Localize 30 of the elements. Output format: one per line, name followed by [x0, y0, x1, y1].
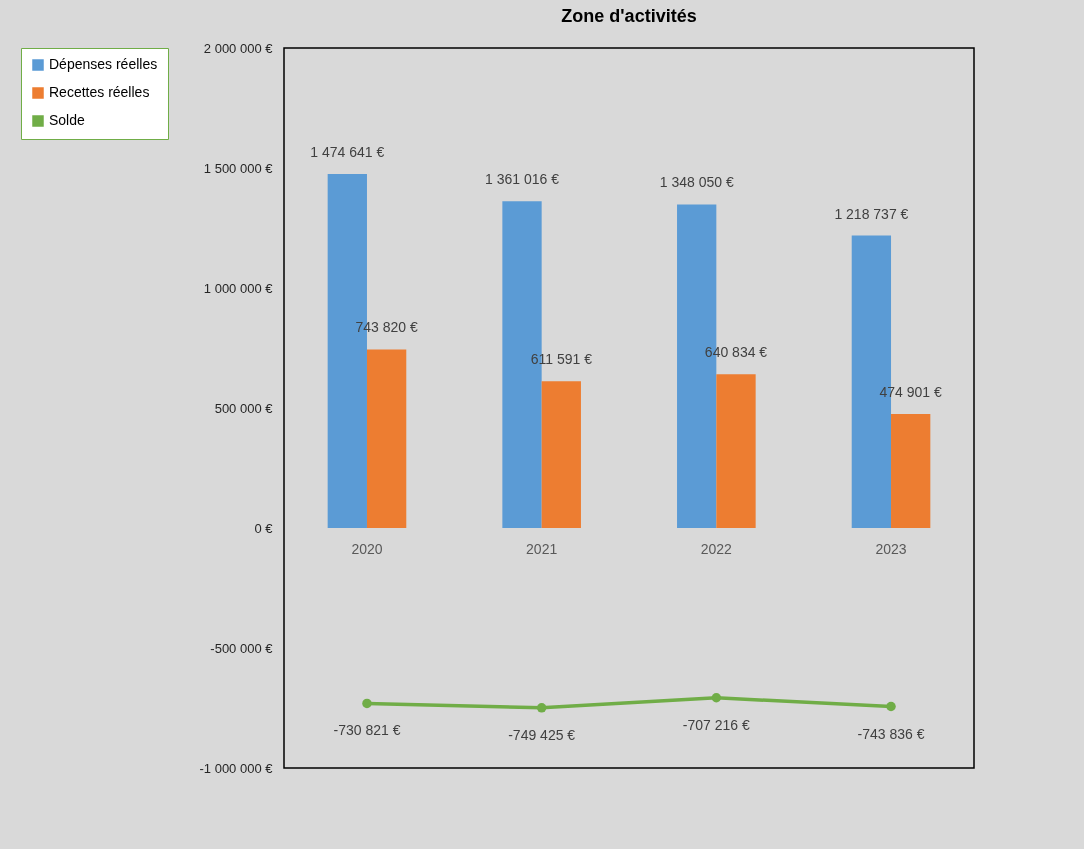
legend-label: Dépenses réelles — [49, 56, 158, 72]
y-tick-label: -500 000 € — [210, 640, 274, 656]
x-tick-label: 2020 — [351, 540, 383, 557]
legend-label: Solde — [49, 112, 86, 128]
chart-title: Zone d'activités — [561, 6, 697, 26]
y-tick-label: 2 000 000 € — [203, 40, 274, 56]
bar — [891, 414, 931, 528]
x-tick-label: 2023 — [875, 540, 907, 557]
data-label: 743 820 € — [355, 319, 418, 336]
data-label: 1 361 016 € — [485, 171, 560, 188]
data-label: -730 821 € — [333, 722, 401, 739]
y-tick-label: -1 000 000 € — [199, 760, 274, 776]
data-label: 1 474 641 € — [310, 144, 385, 161]
data-label: 474 901 € — [879, 384, 943, 401]
bar — [716, 374, 756, 528]
data-label: -707 216 € — [682, 716, 751, 733]
bar — [541, 381, 581, 528]
y-tick-label: 0 € — [254, 520, 274, 536]
x-tick-label: 2021 — [526, 540, 558, 557]
bar — [366, 349, 407, 528]
data-label: -749 425 € — [508, 726, 576, 743]
legend-label: Recettes réelles — [49, 84, 150, 100]
y-tick-label: 500 000 € — [214, 400, 274, 416]
data-label: -743 836 € — [857, 725, 925, 742]
y-tick-label: 1 500 000 € — [203, 160, 274, 176]
data-label: 640 834 € — [704, 344, 768, 361]
data-label: 1 218 737 € — [834, 205, 909, 222]
data-label: 1 348 050 € — [659, 174, 734, 191]
x-tick-label: 2022 — [700, 540, 733, 557]
y-tick-label: 1 000 000 € — [203, 280, 274, 296]
